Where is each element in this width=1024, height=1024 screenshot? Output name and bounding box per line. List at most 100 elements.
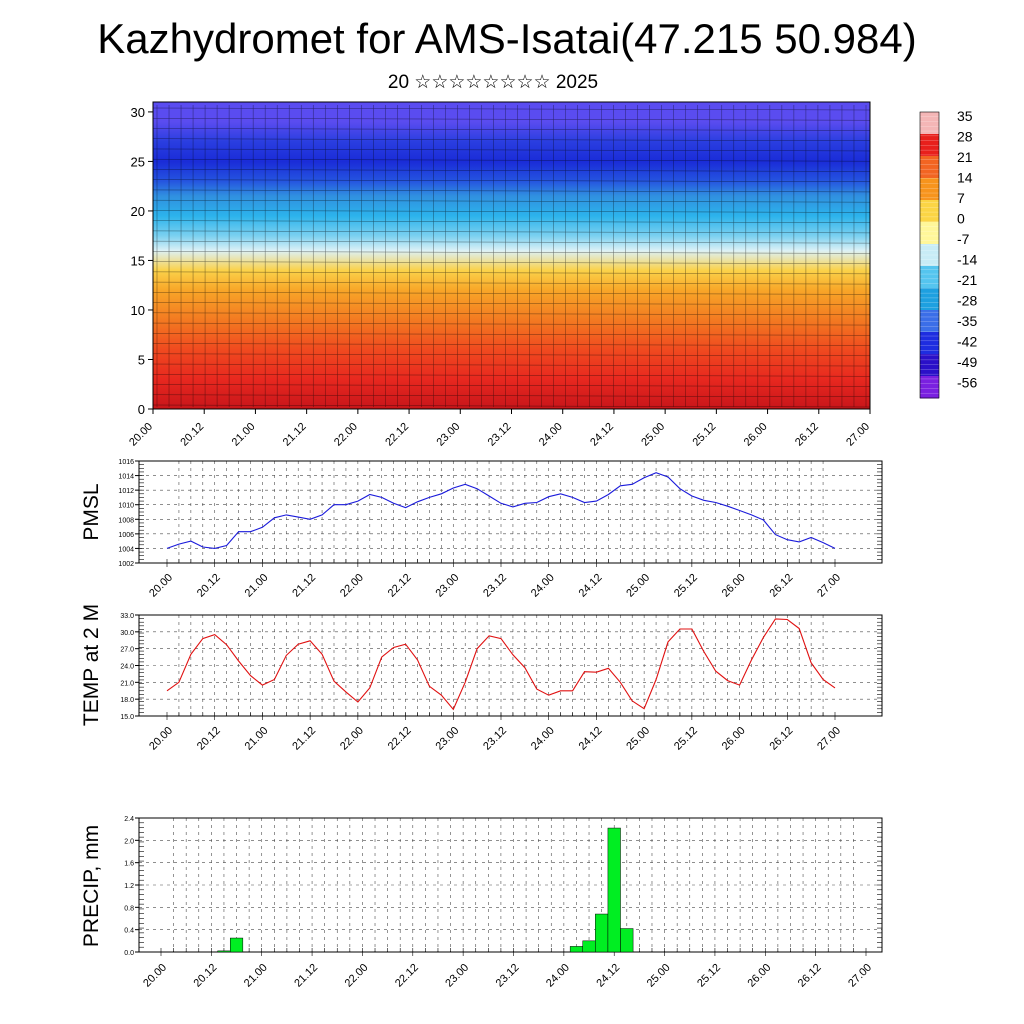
colorbar-segment [920,222,939,245]
y-tick-label: 1014 [118,474,134,481]
y-tick-label: 0 [138,402,145,417]
series-line [166,618,836,711]
grid [139,461,882,563]
colorbar-label: 0 [957,211,965,227]
panel-frame [138,460,883,564]
y-tick-label: 0.0 [124,950,134,957]
colorbar-label: -35 [957,313,977,329]
x-tick-label: 21.12 [281,421,309,449]
x-tick-label: 22.00 [338,725,366,753]
x-tick-label: 22.00 [343,962,371,990]
y-axis-label: PMSL [80,483,103,540]
barb-flag [152,148,871,152]
barb-flag [152,322,871,326]
barb-flag [152,179,871,182]
colorbar-label: -14 [957,252,977,268]
barb-flag [152,158,871,162]
heatmap-field [153,102,870,409]
x-tick-label: 24.12 [594,962,622,990]
y-tick-label: 1012 [118,488,134,495]
colorbar-segment [920,178,939,201]
barb-flag [152,261,871,264]
x-tick-label: 24.00 [529,572,557,600]
colorbar-segment [920,244,939,267]
y-tick-label: 30.0 [120,630,134,637]
x-tick-label: 25.12 [672,725,700,753]
y-tick-label: 1.2 [124,883,134,890]
x-tick-label: 21.00 [243,572,271,600]
x-tick-label: 25.00 [624,572,652,600]
colorbar-label: 35 [957,108,973,124]
barb-flag [152,394,871,398]
x-tick-label: 21.00 [242,962,270,990]
barb-flag [152,353,871,357]
x-tick-label: 26.12 [767,572,795,600]
y-tick-label: 1008 [118,517,134,524]
barb-flag [152,271,871,275]
precip-bar [607,827,621,953]
colorbar-segment [920,288,939,311]
x-tick-label: 24.12 [588,421,616,449]
barb-flag [152,199,871,203]
x-tick-label: 24.00 [537,421,565,449]
y-tick-label: 0.8 [124,905,134,912]
x-tick-label: 22.12 [386,572,414,600]
barb-flag [152,302,871,305]
colorbar-segment [920,376,939,399]
y-tick-label: 1.6 [124,861,134,868]
precip-bar [620,928,634,953]
x-tick-label: 26.00 [742,421,770,449]
x-tick-label: 26.12 [767,725,795,753]
colorbar-label: 14 [957,170,973,186]
y-tick-label: 1016 [118,459,134,466]
colorbar-segment [920,156,939,179]
barb-flag [152,210,871,213]
x-tick-label: 20.12 [192,962,220,990]
series-line [166,472,836,549]
x-tick-label: 25.00 [624,725,652,753]
barb-flag [152,128,871,131]
x-tick-label: 22.12 [383,421,411,449]
colorbar-segment [920,200,939,223]
x-tick-label: 26.00 [720,725,748,753]
colorbar-frame [919,111,940,399]
y-tick-label: 21.0 [120,680,134,687]
barb-flag [152,374,871,377]
colorbar-segment [920,354,939,377]
barb-flag [152,169,871,172]
colorbar-label: -42 [957,334,977,350]
barb-flag [152,343,871,346]
x-tick-label: 25.12 [672,572,700,600]
barb-flag [152,333,871,336]
barb-flag [152,281,871,285]
colorbar-label: 21 [957,149,973,165]
x-tick-label: 20.12 [195,725,223,753]
y-tick-label: 25 [131,154,145,169]
x-tick-label: 23.00 [433,572,461,600]
precip-bar [217,950,231,953]
chart-title: Kazhydromet for AMS-Isatai(47.215 50.984… [97,15,917,62]
x-tick-label: 24.12 [577,725,605,753]
barb-flag [152,189,871,193]
y-tick-label: 27.0 [120,647,134,654]
y-axis-label: PRECIP, mm [80,825,103,947]
x-tick-label: 22.12 [386,725,414,753]
y-axis-label: TEMP at 2 M [80,604,103,726]
colorbar-label: 7 [957,190,965,206]
y-tick-label: 10 [131,303,145,318]
grid [139,615,882,716]
x-tick-label: 23.00 [443,962,471,990]
colorbar-label: 28 [957,129,973,145]
colorbar-segment [920,310,939,333]
y-tick-label: 30 [131,105,145,120]
x-tick-label: 20.00 [147,572,175,600]
y-tick-label: 5 [138,352,145,367]
barb-flag [152,251,871,254]
barb-flag [152,107,871,111]
x-tick-label: 25.12 [691,421,719,449]
y-tick-label: 1006 [118,532,134,539]
barb-flag [152,138,871,141]
colorbar-label: -21 [957,272,977,288]
x-tick-label: 27.00 [815,725,843,753]
colorbar-lines [920,116,939,394]
